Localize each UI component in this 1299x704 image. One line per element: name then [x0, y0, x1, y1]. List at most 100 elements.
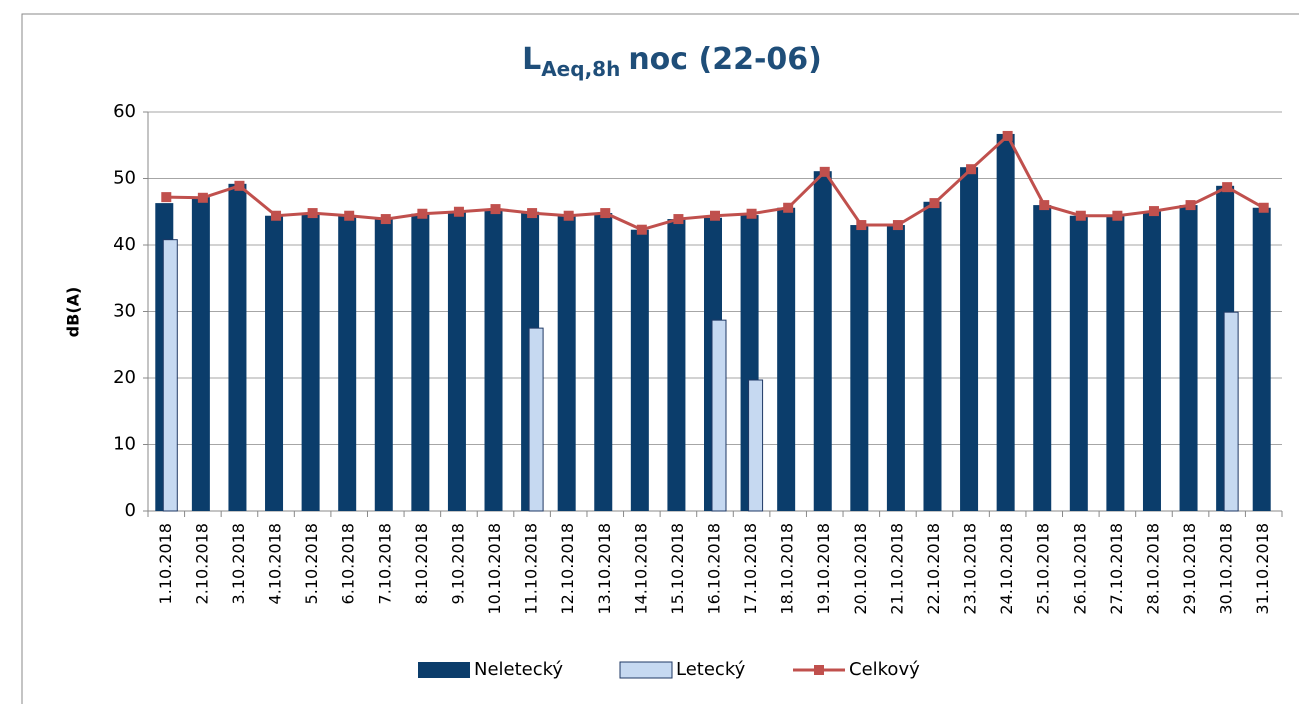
bar [711, 319, 727, 512]
bar [1223, 311, 1239, 512]
x-tick-label: 16.10.2018 [705, 523, 724, 615]
x-tick-label: 4.10.2018 [266, 523, 285, 604]
x-tick-label: 31.10.2018 [1253, 523, 1272, 615]
legend-swatch [814, 665, 824, 675]
line-marker [929, 198, 940, 209]
bar [411, 213, 430, 511]
bar [1106, 215, 1125, 512]
bar [557, 215, 576, 512]
line-marker [527, 208, 538, 219]
x-tick-label: 19.10.2018 [814, 523, 833, 615]
x-tick-label: 10.10.2018 [485, 523, 504, 615]
line-marker [234, 180, 245, 191]
line-marker [673, 214, 684, 225]
bar [960, 167, 979, 511]
bar [1179, 205, 1198, 511]
line-marker [1075, 210, 1086, 221]
line-marker [1039, 200, 1050, 211]
y-axis-label: dB(A) [64, 287, 83, 338]
bar [191, 197, 210, 511]
bar [447, 211, 466, 511]
bar [484, 209, 503, 511]
x-tick-label: 15.10.2018 [668, 523, 687, 615]
line-marker [892, 220, 903, 231]
legend-swatch [418, 662, 470, 678]
line-marker [856, 220, 867, 231]
line-marker [490, 204, 501, 215]
line-marker [636, 224, 647, 235]
line-marker [1112, 210, 1123, 221]
bar [1252, 207, 1271, 511]
bar [813, 171, 832, 511]
bar [1069, 215, 1088, 512]
x-tick-label: 7.10.2018 [375, 523, 394, 604]
bar [886, 225, 905, 512]
x-tick-label: 28.10.2018 [1143, 523, 1162, 615]
x-tick-label: 26.10.2018 [1070, 523, 1089, 615]
line-marker [380, 214, 391, 225]
x-tick-label: 24.10.2018 [997, 523, 1016, 615]
x-tick-label: 6.10.2018 [339, 523, 358, 604]
line-marker [1258, 202, 1269, 213]
bar [594, 213, 613, 511]
legend-label: Celkový [849, 659, 920, 680]
bar [1142, 211, 1161, 511]
y-tick-label: 0 [125, 500, 136, 521]
x-tick-label: 17.10.2018 [741, 523, 760, 615]
y-tick-label: 50 [113, 168, 136, 189]
line-marker [417, 208, 428, 219]
x-tick-label: 21.10.2018 [887, 523, 906, 615]
line-marker [966, 164, 977, 175]
line-marker [271, 210, 282, 221]
line-marker [563, 210, 574, 221]
x-tick-label: 2.10.2018 [192, 523, 211, 604]
x-tick-label: 5.10.2018 [302, 523, 321, 604]
bar [923, 201, 942, 511]
legend-label: Neletecký [474, 659, 563, 680]
bar [338, 215, 357, 512]
line-marker [710, 210, 720, 221]
x-tick-label: 27.10.2018 [1107, 523, 1126, 615]
bar [162, 239, 178, 512]
line-marker [307, 208, 318, 219]
y-tick-label: 60 [113, 101, 136, 122]
line-marker [1148, 206, 1159, 217]
bar [996, 133, 1015, 511]
x-tick-label: 22.10.2018 [924, 523, 943, 615]
x-tick-label: 29.10.2018 [1180, 523, 1199, 615]
line-marker [1002, 130, 1013, 141]
bar [374, 219, 393, 511]
line-marker [1222, 182, 1233, 193]
line-marker [819, 166, 830, 177]
x-tick-label: 8.10.2018 [412, 523, 431, 604]
line-marker [783, 202, 794, 213]
x-tick-label: 30.10.2018 [1217, 523, 1236, 615]
bar [301, 213, 320, 511]
x-tick-label: 11.10.2018 [522, 523, 541, 615]
bar [630, 229, 649, 511]
line-marker [161, 192, 172, 203]
line-marker [453, 206, 464, 217]
bar [265, 215, 284, 512]
bar [850, 225, 869, 512]
line-marker [344, 210, 355, 221]
bar [1033, 205, 1052, 511]
legend-label: Letecký [676, 659, 746, 680]
y-tick-label: 10 [113, 434, 136, 455]
bar [667, 219, 686, 511]
y-tick-label: 20 [113, 367, 136, 388]
bar [777, 207, 796, 511]
line-marker [746, 208, 757, 219]
chart-title: LAeq,8h noc (22-06) [522, 42, 822, 81]
x-tick-label: 20.10.2018 [851, 523, 870, 615]
y-tick-label: 30 [113, 301, 136, 322]
x-tick-label: 25.10.2018 [1034, 523, 1053, 615]
x-tick-label: 9.10.2018 [448, 523, 467, 604]
x-tick-label: 3.10.2018 [229, 523, 248, 604]
line-marker [197, 192, 208, 203]
line-marker [600, 208, 611, 219]
x-tick-label: 12.10.2018 [558, 523, 577, 615]
bar [228, 183, 247, 511]
x-tick-label: 18.10.2018 [778, 523, 797, 615]
